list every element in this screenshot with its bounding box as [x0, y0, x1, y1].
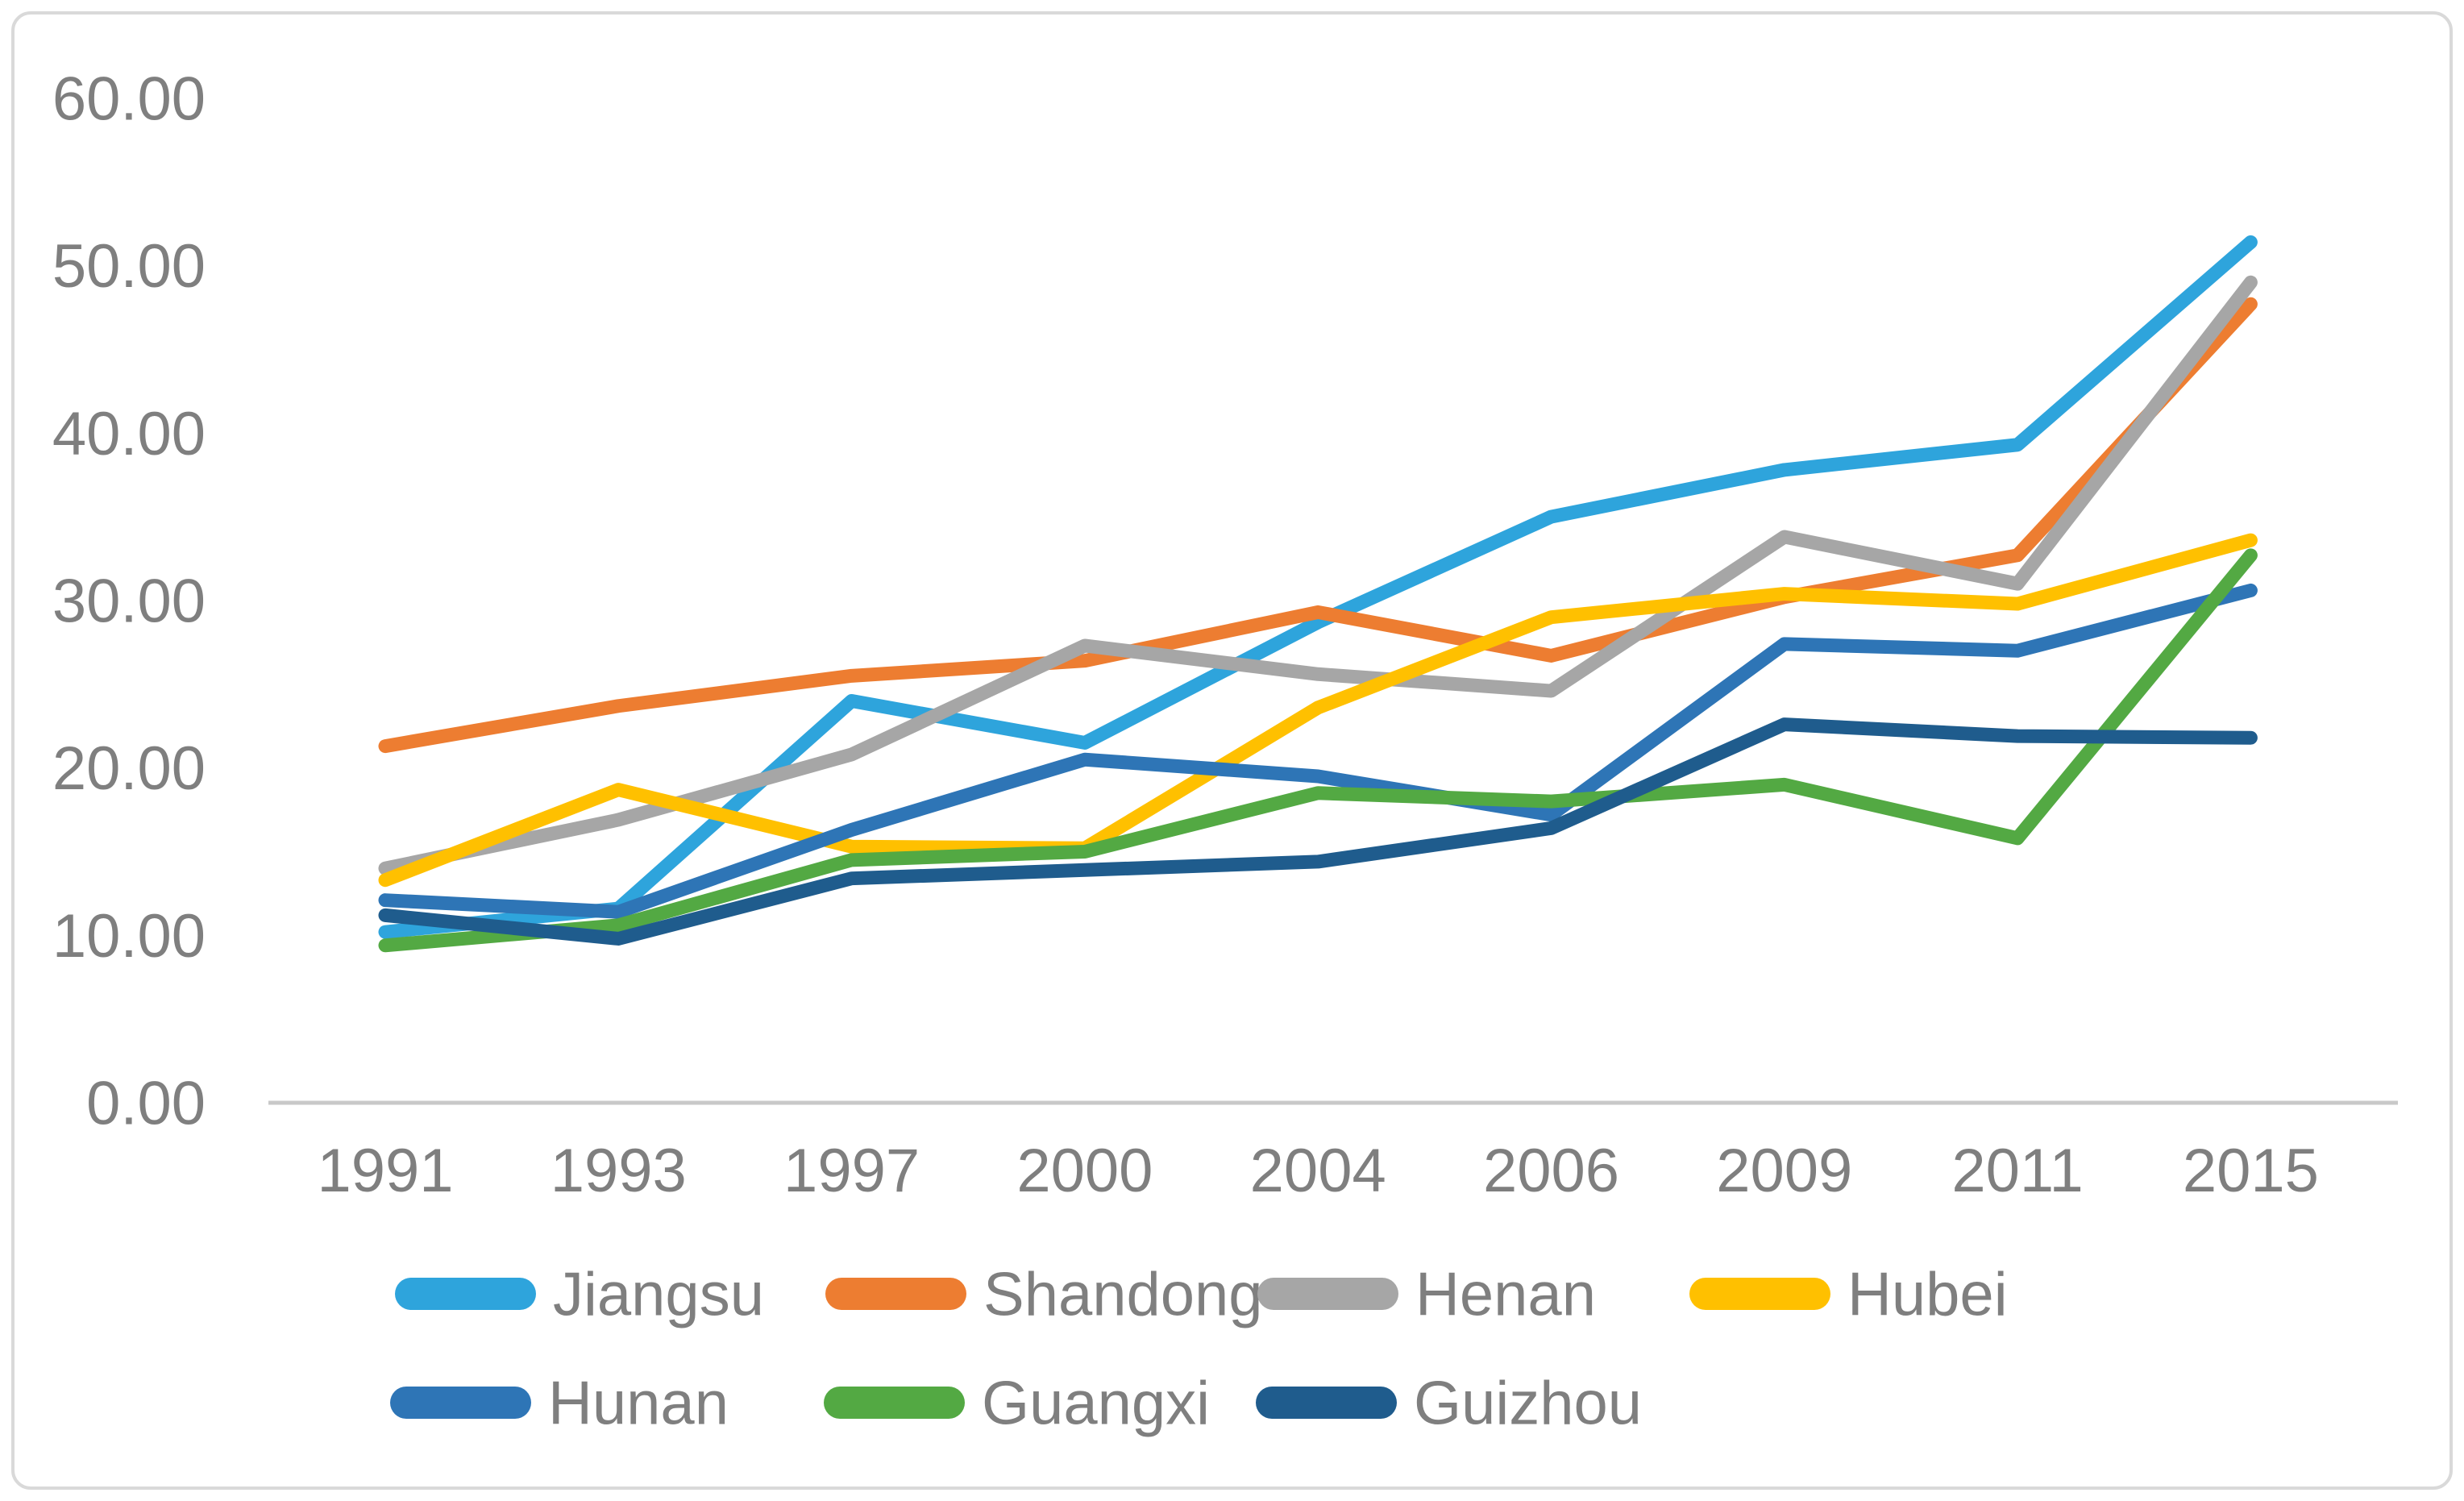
legend-swatch-henan — [1257, 1278, 1398, 1310]
legend-item-shandong[interactable]: Shandong — [825, 1261, 1263, 1329]
chart-border — [11, 11, 2453, 1490]
legend-item-guizhou[interactable]: Guizhou — [1256, 1370, 1642, 1438]
x-axis-tick-label: 1991 — [317, 1137, 453, 1205]
x-axis-tick-label: 2000 — [1016, 1137, 1153, 1205]
y-axis-tick-label: 20.00 — [52, 734, 206, 803]
x-axis-tick-labels: 1991 1993 1997 2000 2004 2006 2009 2011 2015 — [317, 1137, 2318, 1205]
x-axis-tick-label: 2004 — [1250, 1137, 1386, 1205]
x-axis-tick-label: 1997 — [783, 1137, 920, 1205]
y-axis-tick-label: 0.00 — [86, 1070, 206, 1138]
legend-label-shandong: Shandong — [983, 1261, 1263, 1329]
legend-label-hunan: Hunan — [548, 1370, 729, 1438]
y-axis-tick-label: 50.00 — [52, 232, 206, 301]
x-axis-tick-label: 2011 — [1951, 1137, 2083, 1205]
y-axis-tick-label: 40.00 — [52, 400, 206, 468]
series-line-jiangsu[interactable] — [378, 235, 2258, 939]
series-line-guizhou[interactable] — [378, 717, 2258, 946]
x-axis-tick-label: 2006 — [1483, 1137, 1619, 1205]
series-line-henan[interactable] — [378, 275, 2258, 875]
legend-swatch-hubei — [1689, 1278, 1830, 1310]
plot-series — [378, 235, 2258, 953]
series-line-hunan[interactable] — [378, 583, 2258, 919]
x-axis-tick-label: 1993 — [551, 1137, 687, 1205]
legend-label-jiangsu: Jiangsu — [553, 1261, 764, 1329]
legend-swatch-guangxi — [824, 1387, 965, 1419]
legend-item-hubei[interactable]: Hubei — [1689, 1261, 2008, 1329]
legend: Jiangsu Shandong Henan Hubei Hunan Guangxi Gui… — [390, 1261, 2008, 1438]
y-axis-tick-label: 10.00 — [52, 902, 206, 971]
legend-item-henan[interactable]: Henan — [1257, 1261, 1596, 1329]
series-line-guangxi[interactable] — [378, 548, 2258, 953]
legend-swatch-guizhou — [1256, 1387, 1397, 1419]
x-axis-tick-label: 2009 — [1716, 1137, 1852, 1205]
series-line-hubei[interactable] — [378, 533, 2258, 888]
legend-swatch-shandong — [825, 1278, 966, 1310]
legend-label-henan: Henan — [1415, 1261, 1596, 1329]
legend-label-guizhou: Guizhou — [1414, 1370, 1642, 1438]
legend-item-hunan[interactable]: Hunan — [390, 1370, 729, 1438]
legend-item-jiangsu[interactable]: Jiangsu — [395, 1261, 764, 1329]
y-axis-tick-labels: 60.00 50.00 40.00 30.00 20.00 10.00 0.00 — [52, 64, 206, 1137]
y-axis-tick-label: 30.00 — [52, 568, 206, 636]
legend-label-guangxi: Guangxi — [982, 1370, 1210, 1438]
legend-item-guangxi[interactable]: Guangxi — [824, 1370, 1210, 1438]
y-axis-tick-label: 60.00 — [52, 64, 206, 133]
legend-swatch-hunan — [390, 1387, 531, 1419]
legend-swatch-jiangsu — [395, 1278, 536, 1310]
x-axis-tick-label: 2015 — [2183, 1137, 2319, 1205]
legend-label-hubei: Hubei — [1847, 1261, 2008, 1329]
